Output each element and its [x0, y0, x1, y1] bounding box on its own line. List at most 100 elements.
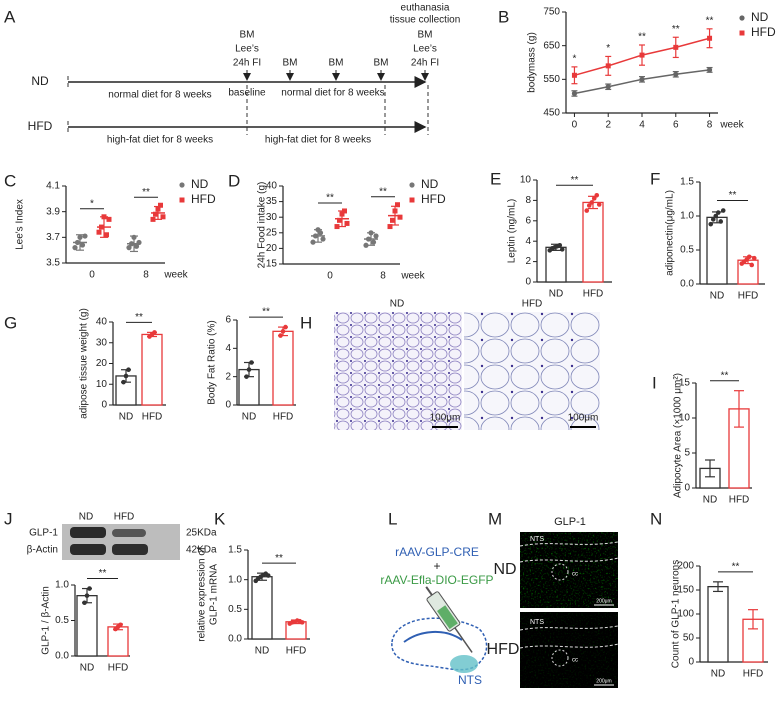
data-point — [639, 76, 645, 82]
data-point — [283, 324, 288, 330]
x-tick-label: 0 — [327, 271, 333, 282]
measure: 24h FI — [411, 58, 439, 69]
significance: ** — [275, 553, 283, 564]
canal-outline — [551, 649, 569, 667]
y-axis-label: 24h Food intake (g) — [257, 182, 268, 269]
data-point — [751, 255, 757, 261]
panel-label: C — [4, 171, 16, 190]
y-axis-label: relative expression of — [197, 547, 208, 642]
data-point — [342, 208, 347, 214]
data-point — [591, 196, 597, 201]
significance: ** — [99, 568, 107, 579]
data-point — [72, 245, 78, 251]
timeline: euthanasia tissue collection BM Lee’s 24… — [28, 3, 461, 146]
band — [70, 544, 106, 555]
significance: ** — [706, 15, 714, 26]
data-point — [397, 214, 403, 220]
x-tick-label: HFD — [108, 663, 129, 674]
x-tick-label: HFD — [286, 646, 307, 657]
band — [112, 544, 148, 555]
end-note: tissue collection — [390, 15, 461, 26]
y-tick-label: 3.7 — [46, 232, 60, 243]
image-signal — [520, 532, 618, 608]
x-tick-label: 4 — [639, 120, 645, 131]
syringe — [425, 586, 473, 653]
y-axis-label: Body Fat Ratio (%) — [207, 320, 218, 404]
x-tick-label: ND — [80, 663, 94, 674]
x-tick-label: HFD — [743, 669, 764, 680]
y-tick-label: 1.0 — [55, 580, 69, 591]
y-tick-label: 0.0 — [680, 279, 694, 290]
y-tick-label: 0.5 — [55, 615, 69, 626]
significance: ** — [379, 186, 387, 197]
x-tick-label: 8 — [707, 120, 713, 131]
measure: BM — [240, 30, 255, 41]
y-tick-label: 0 — [101, 400, 107, 411]
end-note: euthanasia — [401, 3, 450, 14]
data-point — [749, 262, 755, 268]
x-tick-label: ND — [711, 669, 725, 680]
x-tick-label: 6 — [673, 120, 679, 131]
data-point — [280, 329, 286, 334]
measure: BM — [283, 58, 298, 69]
y-tick-label: 30 — [266, 212, 278, 223]
panel-label: B — [498, 7, 509, 26]
x-tick-label: 0 — [89, 270, 95, 281]
data-point — [84, 593, 90, 598]
significance: ** — [571, 175, 579, 186]
data-point — [77, 234, 83, 240]
size-label: 42KDa — [186, 545, 217, 556]
significance: ** — [135, 312, 143, 323]
y-tick-label: 2 — [225, 371, 231, 382]
measure: BM — [329, 58, 344, 69]
x-tick-label: HFD — [142, 412, 163, 423]
panel-label: A — [4, 7, 16, 26]
data-point — [571, 72, 577, 78]
y-tick-label: 4 — [525, 236, 531, 247]
data-point — [133, 243, 140, 249]
panel-label: F — [650, 169, 660, 188]
region-label: NTS — [458, 673, 482, 687]
lane-label: HFD — [114, 512, 135, 523]
y-tick-label: 40 — [266, 181, 278, 192]
data-point — [720, 208, 726, 213]
image-title: GLP-1 — [554, 516, 586, 528]
image-signal — [520, 612, 618, 688]
data-point — [278, 333, 283, 338]
bar — [272, 330, 294, 406]
y-tick-label: 0 — [525, 277, 531, 288]
measure: BM — [418, 30, 433, 41]
group-label: HFD — [522, 299, 543, 310]
y-tick-label: 10 — [520, 175, 532, 186]
measure: BM — [374, 58, 389, 69]
virus-diagram: rAAV-GLP-CRE + rAAV-Efla-DIO-EGFP NTS — [380, 545, 493, 687]
legend-label: HFD — [421, 192, 446, 206]
bar — [707, 585, 729, 663]
data-point — [363, 242, 369, 248]
x-tick-label: ND — [710, 291, 724, 302]
scale-label: 100μm — [568, 413, 599, 424]
y-tick-label: 3.9 — [46, 206, 60, 217]
x-tick-label: ND — [255, 646, 269, 657]
row-label: β-Actin — [27, 545, 58, 556]
data-point — [559, 247, 565, 252]
data-point — [99, 224, 104, 230]
data-point — [131, 234, 137, 240]
data-point — [365, 236, 372, 242]
plunger — [425, 586, 433, 596]
data-point — [707, 35, 713, 41]
data-point — [368, 230, 374, 236]
legend-label: ND — [751, 10, 769, 24]
x-tick-label: ND — [549, 289, 563, 300]
y-tick-label: 150 — [677, 585, 694, 596]
row-label: ND — [31, 74, 49, 88]
bar — [76, 595, 98, 657]
panel-label: G — [4, 313, 17, 332]
data-point — [126, 245, 132, 251]
panel-label: E — [490, 169, 501, 188]
data-point — [118, 622, 123, 628]
significance: ** — [672, 24, 680, 35]
y-axis-label: Leptin (ng/mL) — [507, 199, 518, 263]
y-tick-label: 750 — [543, 7, 560, 18]
histology-image — [334, 312, 462, 430]
